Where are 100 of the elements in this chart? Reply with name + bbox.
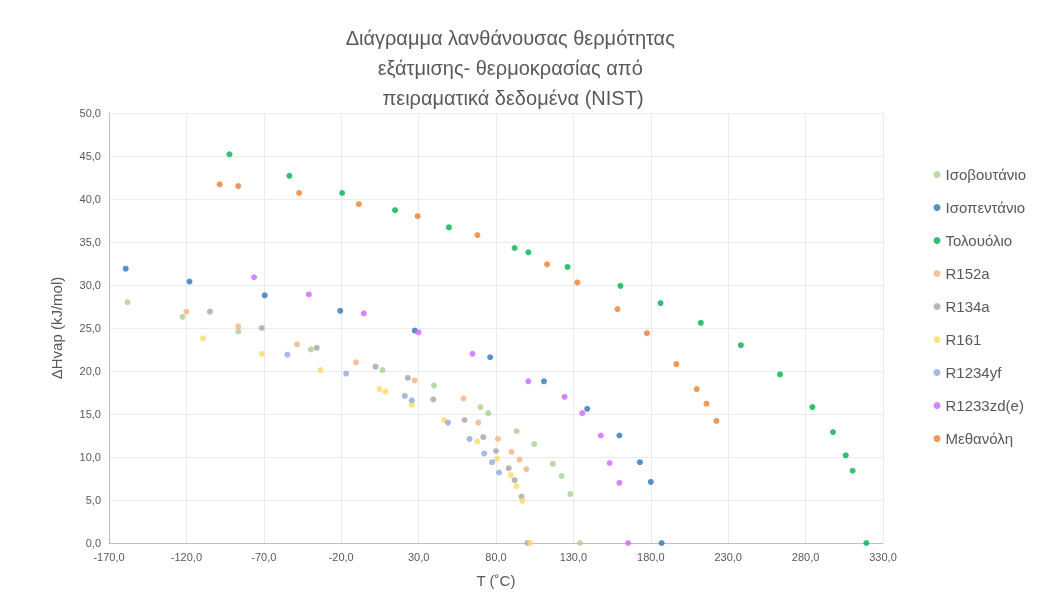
point bbox=[284, 351, 291, 358]
y-tick-label: 45,0 bbox=[79, 150, 101, 162]
point bbox=[567, 490, 574, 497]
legend-label: Μεθανόλη bbox=[945, 430, 1014, 447]
point bbox=[636, 459, 643, 466]
point bbox=[513, 483, 520, 490]
point bbox=[549, 460, 556, 467]
point bbox=[261, 292, 268, 299]
point bbox=[122, 265, 129, 272]
point bbox=[226, 151, 233, 158]
point bbox=[516, 456, 523, 463]
y-tick-label: 50,0 bbox=[79, 107, 101, 119]
point bbox=[863, 540, 870, 546]
point bbox=[258, 350, 265, 357]
legend-label: R134a bbox=[945, 298, 991, 315]
x-tick-label: 330,0 bbox=[869, 550, 897, 563]
point bbox=[544, 261, 551, 268]
point bbox=[296, 189, 303, 196]
point bbox=[531, 441, 538, 448]
point bbox=[643, 330, 650, 337]
point bbox=[206, 308, 213, 315]
point bbox=[616, 432, 623, 439]
point bbox=[493, 455, 500, 462]
point bbox=[507, 472, 514, 479]
point bbox=[508, 448, 515, 455]
x-tick-label: -120,0 bbox=[170, 550, 202, 563]
point bbox=[647, 478, 654, 485]
y-tick-label: 25,0 bbox=[79, 322, 101, 334]
x-tick-label: 130,0 bbox=[559, 550, 588, 563]
point bbox=[408, 397, 415, 404]
y-tick-label: 20,0 bbox=[79, 365, 101, 377]
point bbox=[487, 354, 494, 361]
point bbox=[737, 342, 744, 349]
point bbox=[382, 388, 389, 395]
point bbox=[445, 419, 452, 426]
point bbox=[379, 367, 386, 374]
point bbox=[540, 378, 547, 385]
legend-label: Ισοβουτάνιο bbox=[945, 166, 1027, 183]
point bbox=[343, 370, 350, 377]
point bbox=[849, 467, 856, 474]
y-axis-title: ΔHvap (kJ/mol) bbox=[48, 276, 65, 380]
point bbox=[401, 392, 408, 399]
legend-label: Ισοπεντάνιο bbox=[945, 199, 1026, 216]
point bbox=[513, 428, 520, 435]
point bbox=[307, 346, 314, 353]
y-tick-label: 0,0 bbox=[85, 537, 101, 549]
point bbox=[658, 540, 665, 546]
point bbox=[480, 434, 487, 441]
point bbox=[697, 319, 704, 326]
point bbox=[186, 278, 193, 285]
point bbox=[313, 344, 320, 351]
chart-title: Διάγραμμα λανθάνουσας θερμότητας εξάτμισης- θερμοκρασίας από πειραματικά δεδομένα (NIST) bbox=[345, 27, 681, 109]
point bbox=[475, 419, 482, 426]
point bbox=[495, 435, 502, 442]
y-tick-label: 15,0 bbox=[79, 408, 101, 420]
point bbox=[179, 313, 186, 320]
point bbox=[286, 172, 293, 179]
point bbox=[392, 207, 399, 214]
point bbox=[673, 361, 680, 368]
point bbox=[511, 245, 518, 252]
point bbox=[477, 404, 484, 411]
point bbox=[415, 329, 422, 336]
point bbox=[474, 232, 481, 239]
point bbox=[355, 201, 362, 208]
point bbox=[830, 429, 836, 436]
point bbox=[430, 396, 437, 403]
point bbox=[574, 279, 581, 286]
point bbox=[317, 367, 324, 374]
point bbox=[485, 410, 492, 417]
point bbox=[339, 189, 346, 196]
point bbox=[525, 249, 532, 256]
point bbox=[525, 378, 532, 385]
point bbox=[404, 374, 411, 381]
point bbox=[584, 405, 591, 412]
point bbox=[445, 224, 452, 231]
point bbox=[614, 306, 621, 313]
point bbox=[505, 465, 512, 472]
point bbox=[294, 341, 301, 348]
legend-label: R1234yf bbox=[945, 364, 1003, 381]
x-tick-label: 230,0 bbox=[714, 550, 742, 563]
x-tick-label: -20,0 bbox=[328, 550, 354, 563]
point bbox=[657, 300, 664, 307]
point bbox=[625, 540, 632, 546]
point bbox=[606, 460, 613, 467]
point bbox=[496, 469, 503, 476]
point bbox=[431, 382, 438, 389]
point bbox=[519, 497, 526, 504]
legend-label: R152a bbox=[945, 265, 991, 282]
point bbox=[561, 393, 568, 400]
point bbox=[713, 417, 720, 424]
point bbox=[489, 459, 496, 466]
point bbox=[251, 274, 258, 281]
point bbox=[372, 363, 379, 370]
point bbox=[493, 447, 499, 454]
point bbox=[461, 417, 468, 424]
y-tick-label: 40,0 bbox=[79, 193, 101, 205]
point bbox=[474, 438, 481, 445]
point bbox=[216, 181, 223, 188]
point bbox=[777, 371, 784, 378]
point bbox=[842, 452, 849, 459]
